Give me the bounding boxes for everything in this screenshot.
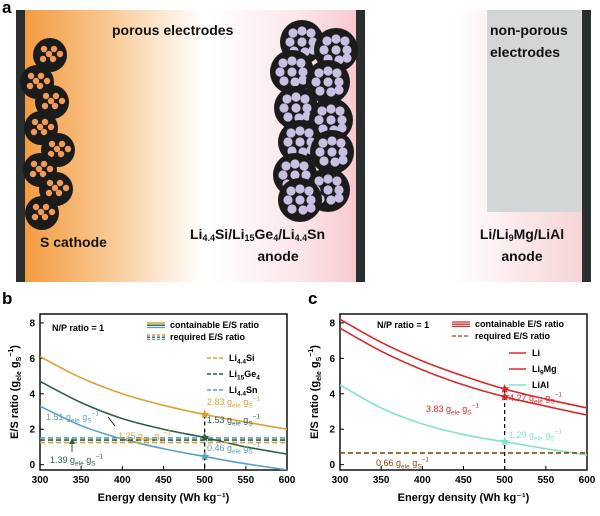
- legend-containable-label: containable E/S ratio: [170, 320, 260, 330]
- panel-c-letter: c: [308, 289, 318, 308]
- anode-particle: [274, 86, 318, 130]
- porous-electrodes-label: porous electrodes: [112, 22, 234, 38]
- series-line: [340, 327, 587, 416]
- annotation-label: 1.39 gele gS−1: [50, 454, 103, 468]
- annotation-label: 1.53 gele gS−1: [207, 414, 260, 428]
- cathode-current-collector: [16, 10, 25, 282]
- nonporous-electrode-block: [487, 10, 581, 212]
- x-tick-label: 500: [196, 475, 213, 486]
- anode-particle: [278, 178, 322, 222]
- x-tick-label: 450: [155, 475, 172, 486]
- series-line: [40, 380, 287, 455]
- anode-right-current-collector: [582, 10, 591, 282]
- anode-particle: [270, 50, 314, 94]
- annotation-label: 4.27 gele gS−1: [509, 392, 562, 406]
- pointer-151: [107, 416, 116, 427]
- np-ratio-label: N/P ratio = 1: [52, 323, 104, 333]
- series-line: [340, 384, 587, 456]
- legend-limg-label: Li9Mg: [532, 364, 557, 377]
- anode-particle: [306, 60, 350, 104]
- annotation-label: 3.83 gele gS−1: [426, 403, 479, 417]
- legend-containable-label: containable E/S ratio: [475, 319, 565, 329]
- anode-right-label-line2: anode: [501, 248, 543, 264]
- anode-particles: [270, 20, 358, 222]
- legend-required-label: required E/S ratio: [170, 332, 246, 342]
- y-tick-label: 6: [329, 354, 335, 365]
- anode-right-label-line1: Li/Li9Mg/LiAl: [479, 226, 565, 243]
- y-tick-label: 0: [329, 460, 335, 471]
- x-tick-label: 600: [279, 475, 296, 486]
- y-axis-label: E/S ratio (gele gS−1): [308, 345, 323, 439]
- y-tick-label: 2: [29, 425, 35, 436]
- annotation-label: 1.29 gele gS−1: [509, 429, 562, 443]
- y-tick-label: 0: [29, 460, 35, 471]
- np-ratio-label: N/P ratio = 1: [377, 320, 429, 330]
- cathode-particle: [33, 38, 67, 72]
- annotation-label: 2.83 gele gS−1: [207, 396, 260, 410]
- panel-a-letter: a: [2, 0, 12, 17]
- legend-li-label: Li: [532, 348, 540, 358]
- y-tick-label: 4: [29, 389, 35, 400]
- legend-sn-label: Li4.4Sn: [229, 385, 258, 398]
- x-tick-label: 550: [237, 475, 254, 486]
- x-tick-label: 400: [414, 475, 431, 486]
- chart-b: 300 350 400 450 500 550 600 0 2 4 6 8 Energy density…: [8, 313, 296, 504]
- x-tick-label: 600: [579, 475, 596, 486]
- panel-a-illustration: [16, 10, 591, 282]
- annotation-label: 1.25 gele gS−1: [118, 430, 171, 444]
- anode-mid-label-line1: Li4.4Si/Li15Ge4/Li4.4Sn: [190, 226, 325, 243]
- x-tick-label: 500: [496, 475, 513, 486]
- cathode-particle: [25, 196, 59, 230]
- x-tick-label: 400: [114, 475, 131, 486]
- y-tick-label: 4: [329, 389, 335, 400]
- star-marker: [499, 436, 510, 446]
- x-tick-label: 350: [73, 475, 90, 486]
- cathode-particle: [35, 85, 69, 119]
- series-line: [40, 355, 287, 431]
- series-line: [340, 318, 587, 409]
- legend-lial-label: LiAl: [532, 380, 549, 390]
- anode-mid-current-collector: [356, 10, 365, 282]
- x-tick-label: 550: [537, 475, 554, 486]
- annotation-label: 0.66 gele gS−1: [376, 457, 429, 471]
- legend-si-label: Li4.4Si: [229, 353, 255, 366]
- star-marker: [199, 432, 210, 442]
- s-cathode-label: S cathode: [40, 234, 107, 250]
- x-tick-label: 350: [373, 475, 390, 486]
- y-tick-label: 2: [329, 425, 335, 436]
- annotation-label: 1.51 gele gS−1: [46, 411, 99, 425]
- annotation-label: 0.46 gele gS−1: [207, 442, 260, 456]
- panel-b-letter: b: [2, 289, 13, 308]
- star-marker: [199, 451, 210, 461]
- x-tick-label: 300: [332, 475, 349, 486]
- series-line: [40, 405, 287, 470]
- anode-mid-label-line2: anode: [257, 248, 299, 264]
- star-marker: [499, 391, 510, 401]
- cathode-particles: [20, 38, 75, 230]
- star-marker: [199, 409, 210, 419]
- star-marker: [499, 383, 510, 394]
- y-tick-label: 8: [29, 318, 35, 329]
- x-tick-label: 450: [455, 475, 472, 486]
- x-tick-label: 300: [32, 475, 49, 486]
- y-tick-label: 6: [29, 354, 35, 365]
- y-tick-label: 8: [329, 318, 335, 329]
- y-axis-label: E/S ratio (gele gS−1): [8, 345, 23, 439]
- anode-particle: [310, 130, 354, 174]
- arrow-head-139: [69, 438, 75, 444]
- nonporous-label-line2: electrodes: [490, 44, 561, 60]
- legend-required-label: required E/S ratio: [475, 331, 551, 341]
- x-axis-label: Energy density (Wh kg⁻¹): [98, 492, 230, 504]
- x-axis-label: Energy density (Wh kg⁻¹): [398, 492, 530, 504]
- chart-c: 300 350 400 450 500 550 600 0 2 4 6 8 Energy density…: [308, 313, 596, 504]
- legend-ge-label: Li15Ge4: [229, 369, 260, 382]
- nonporous-label-line1: non-porous: [490, 22, 568, 38]
